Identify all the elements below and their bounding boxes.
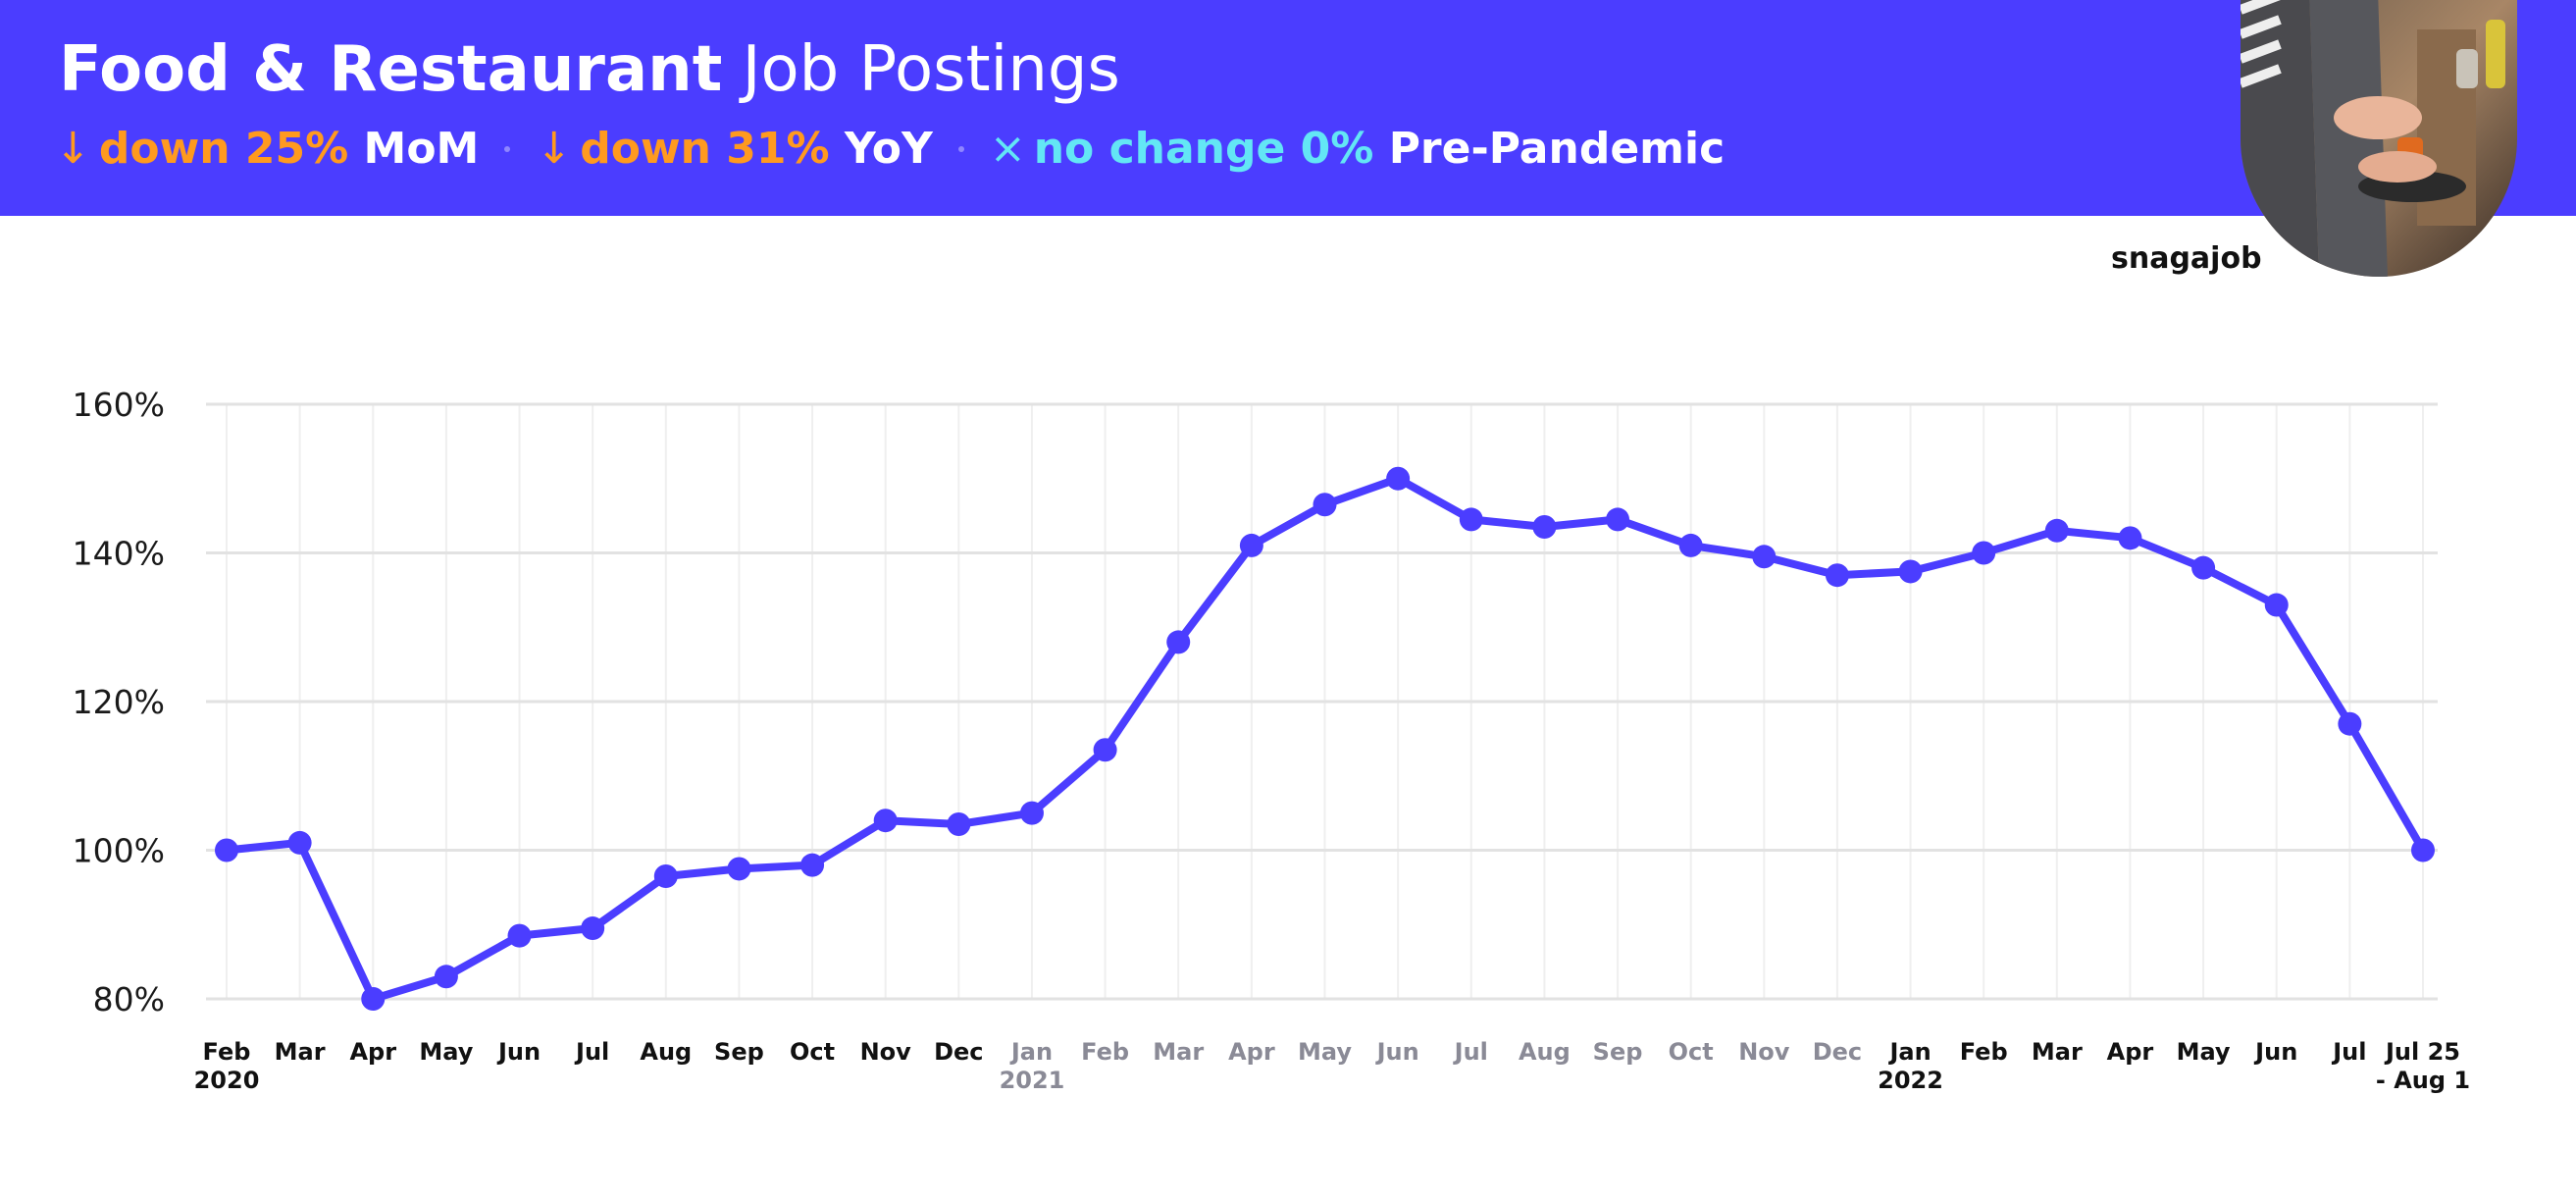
title-bold: Food & Restaurant: [59, 33, 723, 106]
x-tick-label: Mar: [1153, 1038, 1204, 1066]
x-tick-label: Apr: [2107, 1038, 2154, 1066]
x-tick-label: Jun: [2253, 1038, 2297, 1066]
x-tick-label: Mar: [2032, 1038, 2083, 1066]
x-tick-sublabel: 2021: [1000, 1067, 1065, 1094]
stat-mom: ↓ down 25% MoM: [55, 124, 479, 174]
x-tick-label: Mar: [275, 1038, 326, 1066]
x-tick-sublabel: - Aug 1: [2376, 1067, 2470, 1094]
data-point: [2264, 593, 2289, 617]
x-tick-label: Feb: [203, 1038, 251, 1066]
stat-yoy: ↓ down 31% YoY: [536, 124, 932, 174]
x-tick-label: Jul 25: [2384, 1038, 2460, 1066]
stats-row: ↓ down 25% MoM ↓ down 31% YoY × no chang…: [55, 124, 1725, 174]
data-point: [2338, 711, 2362, 736]
x-mark-icon: ×: [989, 124, 1026, 174]
series-points: [215, 466, 2435, 1011]
x-tick-label: Jun: [1375, 1038, 1419, 1066]
data-point: [1166, 630, 1191, 654]
separator-dot: [504, 145, 511, 152]
data-point: [1606, 507, 1630, 532]
data-point: [507, 923, 532, 948]
x-tick-label: Jul: [574, 1038, 609, 1066]
x-tick-label: Sep: [714, 1038, 764, 1066]
data-point: [873, 809, 898, 833]
x-tick-label: Apr: [349, 1038, 396, 1066]
x-tick-label: Nov: [1738, 1038, 1790, 1066]
y-tick-label: 140%: [73, 535, 165, 573]
data-point: [653, 864, 678, 889]
x-tick-label: Dec: [1813, 1038, 1862, 1066]
x-tick-label: Aug: [640, 1038, 692, 1066]
page-title: Food & Restaurant Job Postings: [59, 33, 1120, 106]
x-tick-label: Apr: [1228, 1038, 1275, 1066]
data-point: [1972, 541, 1996, 565]
x-tick-label: Feb: [1960, 1038, 2008, 1066]
data-point: [2044, 518, 2069, 543]
restaurant-photo: [2241, 0, 2517, 277]
header-banner: [0, 0, 2576, 216]
x-tick-label: Oct: [1669, 1038, 1714, 1066]
data-point: [1532, 514, 1557, 539]
data-point: [727, 857, 751, 881]
arrow-down-icon: ↓: [536, 124, 573, 174]
data-point: [1898, 559, 1923, 584]
data-point: [1386, 466, 1411, 491]
data-point: [434, 965, 458, 989]
data-point: [1459, 507, 1483, 532]
horizontal-gridlines: [206, 402, 2438, 1001]
data-point: [2411, 838, 2435, 862]
y-tick-label: 160%: [73, 386, 165, 424]
data-point: [1239, 533, 1263, 557]
data-point: [1019, 801, 1044, 825]
arrow-down-icon: ↓: [55, 124, 91, 174]
x-tick-label: Feb: [1081, 1038, 1129, 1066]
y-tick-label: 100%: [73, 832, 165, 870]
x-tick-label: Jul: [2331, 1038, 2366, 1066]
x-tick-label: Oct: [790, 1038, 835, 1066]
x-tick-sublabel: 2020: [194, 1067, 260, 1094]
data-point: [2191, 555, 2216, 580]
data-point: [1752, 545, 1777, 569]
stat-pre-pandemic: × no change 0% Pre-Pandemic: [990, 124, 1725, 174]
data-point: [287, 830, 312, 855]
stat-mom-label: MoM: [363, 124, 480, 174]
data-point: [1678, 533, 1703, 557]
data-point: [1313, 493, 1337, 517]
x-tick-sublabel: 2022: [1878, 1067, 1943, 1094]
snagajob-logo: snagajob: [2111, 241, 2262, 276]
x-tick-label: May: [1298, 1038, 1352, 1066]
x-tick-label: Jan: [1887, 1038, 1931, 1066]
x-tick-label: Nov: [860, 1038, 912, 1066]
stat-pre-pandemic-label: Pre-Pandemic: [1388, 124, 1726, 174]
title-light: Job Postings: [742, 33, 1120, 106]
x-tick-label: Jan: [1009, 1038, 1053, 1066]
x-tick-label: May: [2177, 1038, 2231, 1066]
data-point: [361, 987, 386, 1011]
stat-mom-change: down 25%: [98, 124, 349, 174]
stat-yoy-change: down 31%: [580, 124, 830, 174]
y-tick-label: 120%: [73, 683, 165, 721]
x-tick-label: Sep: [1593, 1038, 1643, 1066]
stat-yoy-label: YoY: [844, 124, 933, 174]
stat-pre-pandemic-change: no change 0%: [1033, 124, 1374, 174]
data-point: [581, 916, 605, 941]
data-point: [800, 853, 825, 877]
x-tick-label: May: [419, 1038, 473, 1066]
data-point: [947, 811, 971, 836]
data-point: [1825, 563, 1849, 588]
x-tick-label: Jun: [496, 1038, 541, 1066]
x-tick-label: Dec: [934, 1038, 983, 1066]
y-axis-labels: 160% 140% 120% 100% 80%: [73, 386, 165, 1018]
x-tick-label: Jul: [1453, 1038, 1488, 1066]
data-point: [215, 838, 238, 862]
data-point: [2118, 526, 2142, 550]
x-tick-label: Aug: [1519, 1038, 1571, 1066]
data-point: [1093, 738, 1117, 762]
separator-dot: [957, 145, 964, 152]
restaurant-photo-illustration: [2241, 0, 2517, 277]
y-tick-label: 80%: [93, 980, 165, 1018]
